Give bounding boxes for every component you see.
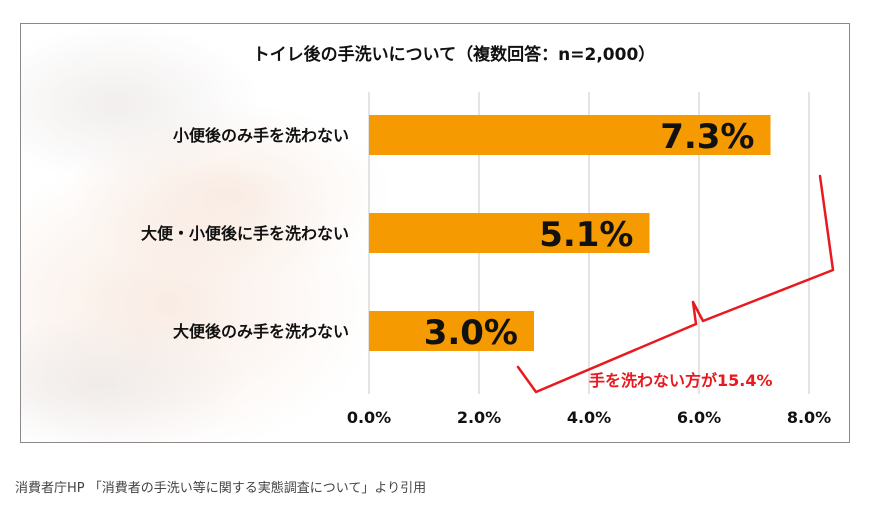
annotation-label: 手を洗わない方が15.4%	[589, 371, 773, 390]
bar-value-label: 7.3%	[660, 117, 754, 157]
x-tick-label: 6.0%	[677, 408, 721, 427]
bars: 7.3% 5.1% 3.0%	[369, 115, 771, 353]
bar	[369, 115, 771, 155]
x-tick-label: 2.0%	[457, 408, 501, 427]
annotation-brace	[516, 174, 835, 394]
bar	[369, 311, 534, 351]
x-tick-label: 4.0%	[567, 408, 611, 427]
bar	[369, 213, 650, 253]
chart-title: トイレ後の手洗いについて（複数回答：n=2,000）	[253, 44, 656, 65]
source-caption: 消費者庁HP 「消費者の手洗い等に関する実態調査について」より引用	[15, 481, 427, 496]
category-label: 小便後のみ手を洗わない	[173, 126, 349, 145]
bar-value-label: 3.0%	[424, 313, 518, 353]
category-label: 大便後のみ手を洗わない	[173, 322, 349, 341]
x-tick-label: 0.0%	[347, 408, 391, 427]
bar-value-label: 5.1%	[539, 215, 633, 255]
x-tick-label: 8.0%	[787, 408, 831, 427]
chart-frame: 7.3% 5.1% 3.0% トイレ後の手洗いについて（複数回答：n=2,000） …	[20, 23, 850, 443]
background-photo	[21, 24, 849, 442]
bar-chart: 7.3%5.1%3.0% トイレ後の手洗いについて（複数回答：n=2,000） …	[141, 44, 835, 427]
category-label: 大便・小便後に手を洗わない	[141, 224, 349, 243]
